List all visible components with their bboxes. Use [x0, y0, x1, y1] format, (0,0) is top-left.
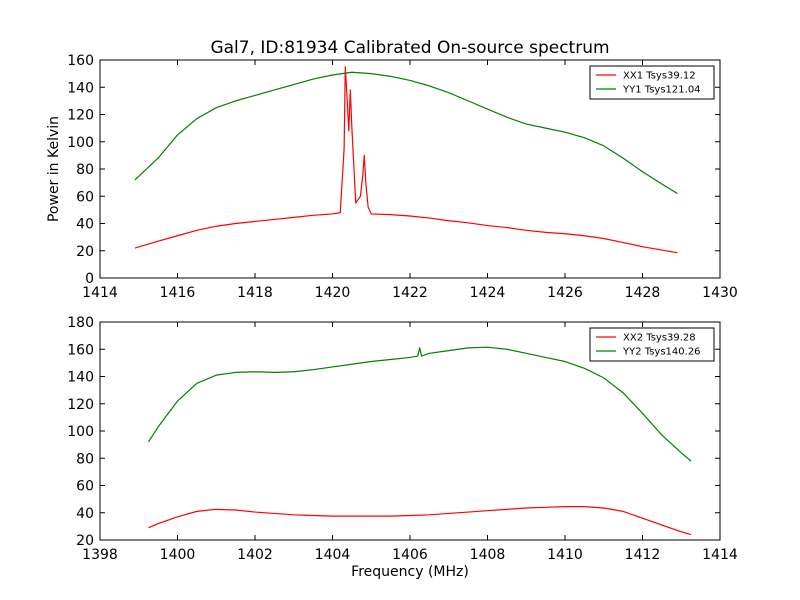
x-tick-label: 1404 — [315, 547, 351, 563]
y-tick-label: 160 — [67, 342, 94, 358]
series-line-xx1 — [134, 66, 678, 254]
legend-label: YY2 Tsys140.26 — [622, 347, 701, 358]
y-tick-label: 80 — [76, 162, 94, 178]
y-tick-label: 60 — [76, 189, 94, 205]
legend: XX1 Tsys39.12 YY1 Tsys121.04 — [589, 65, 715, 100]
y-tick-label: 120 — [67, 108, 94, 124]
x-tick-label: 1402 — [237, 547, 273, 563]
y-tick-label: 100 — [67, 135, 94, 151]
series-line-xx2 — [148, 506, 692, 536]
y-tick-label: 140 — [67, 80, 94, 96]
x-tick-label: 1414 — [82, 285, 118, 301]
y-tick-label: 40 — [76, 506, 94, 522]
x-tick-label: 1412 — [625, 547, 661, 563]
y-tick-label: 20 — [76, 533, 94, 549]
y-tick-label: 120 — [67, 397, 94, 413]
legend: XX2 Tsys39.28 YY2 Tsys140.26 — [589, 327, 715, 362]
y-tick-label: 140 — [67, 370, 94, 386]
chart-title: Gal7, ID:81934 Calibrated On-source spec… — [210, 38, 609, 58]
y-tick-label: 20 — [76, 244, 94, 260]
x-tick-label: 1406 — [392, 547, 428, 563]
series-line-yy2 — [147, 346, 692, 462]
y-tick-label: 40 — [76, 217, 94, 233]
y-tick-label: 0 — [85, 271, 94, 287]
x-tick-label: 1400 — [160, 547, 196, 563]
x-tick-label: 1420 — [315, 285, 351, 301]
x-tick-label: 1414 — [702, 547, 738, 563]
y-tick-label: 80 — [76, 451, 94, 467]
y-axis-title: Power in Kelvin — [46, 116, 62, 222]
series-line-yy1 — [134, 71, 678, 195]
x-tick-label: 1430 — [702, 285, 738, 301]
x-tick-label: 1424 — [470, 285, 506, 301]
x-tick-label: 1422 — [392, 285, 428, 301]
legend-box — [589, 65, 715, 100]
x-tick-label: 1408 — [470, 547, 506, 563]
top-panel: 1414 1416 1418 1420 1422 1424 1426 1428 1430 0 20 4… — [67, 53, 738, 301]
x-tick-label: 1418 — [237, 285, 273, 301]
y-tick-label: 60 — [76, 479, 94, 495]
y-tick-label: 180 — [67, 315, 94, 331]
legend-label: YY1 Tsys121.04 — [622, 85, 701, 96]
y-tick-label: 100 — [67, 424, 94, 440]
x-axis-title: Frequency (MHz) — [351, 564, 469, 580]
legend-box — [589, 327, 715, 362]
x-tick-label: 1428 — [625, 285, 661, 301]
legend-label: XX1 Tsys39.12 — [623, 71, 696, 82]
x-tick-label: 1410 — [547, 547, 583, 563]
legend-label: XX2 Tsys39.28 — [623, 333, 696, 344]
y-tick-label: 160 — [67, 53, 94, 69]
bottom-panel: 1398 1400 1402 1404 1406 1408 1410 1412 1414 20 40… — [67, 315, 738, 563]
x-tick-label: 1398 — [82, 547, 118, 563]
x-tick-label: 1416 — [160, 285, 196, 301]
x-tick-label: 1426 — [547, 285, 583, 301]
